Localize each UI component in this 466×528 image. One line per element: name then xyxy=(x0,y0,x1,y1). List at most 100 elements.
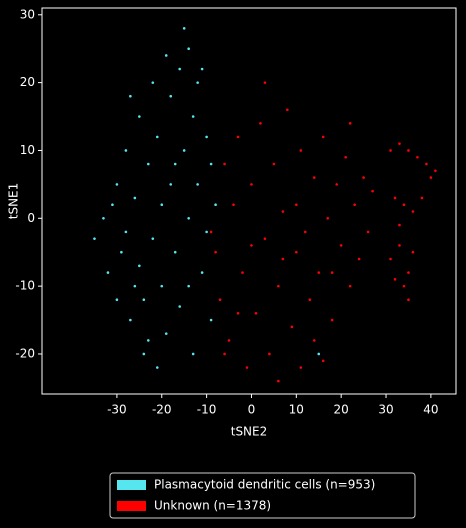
point xyxy=(402,284,406,288)
point xyxy=(164,332,168,335)
point xyxy=(281,257,285,261)
point xyxy=(411,250,415,254)
point xyxy=(155,366,159,369)
point xyxy=(295,203,298,207)
point xyxy=(407,149,410,152)
y-tick-label: -20 xyxy=(15,346,35,360)
point xyxy=(200,67,204,71)
point xyxy=(389,149,392,152)
point xyxy=(155,135,159,139)
point xyxy=(124,149,128,152)
point xyxy=(232,203,235,207)
x-tick-label: 0 xyxy=(248,403,256,417)
point xyxy=(115,298,119,302)
point xyxy=(250,183,253,186)
point xyxy=(317,271,321,274)
point xyxy=(407,298,410,302)
legend-label: Unknown (n=1378) xyxy=(154,499,271,513)
point xyxy=(250,244,253,247)
point xyxy=(434,169,437,173)
point xyxy=(272,162,276,166)
point xyxy=(182,27,186,30)
point xyxy=(205,135,208,139)
legend-swatch xyxy=(117,501,146,511)
point xyxy=(214,203,217,207)
point xyxy=(178,305,182,308)
point xyxy=(277,284,280,288)
point xyxy=(187,284,190,288)
point xyxy=(142,298,146,302)
point xyxy=(106,271,110,274)
x-tick-label: 20 xyxy=(334,403,349,417)
point xyxy=(268,352,271,356)
point xyxy=(263,81,267,84)
point xyxy=(196,183,199,186)
point xyxy=(335,183,338,186)
y-tick-label: -10 xyxy=(15,279,35,293)
point xyxy=(169,94,173,98)
x-tick-label: -20 xyxy=(152,403,172,417)
point xyxy=(317,352,321,356)
point xyxy=(308,298,312,302)
x-tick-label: -30 xyxy=(107,403,127,417)
point xyxy=(344,155,347,159)
point xyxy=(398,142,401,145)
point xyxy=(353,203,356,207)
point xyxy=(398,244,401,247)
point xyxy=(263,237,267,240)
point xyxy=(339,244,343,247)
point xyxy=(348,284,352,288)
point xyxy=(236,135,240,139)
point xyxy=(393,196,397,200)
legend-swatch xyxy=(117,480,146,490)
x-tick-label: -10 xyxy=(197,403,217,417)
point xyxy=(214,250,217,254)
point xyxy=(102,216,105,220)
point xyxy=(173,162,177,166)
point xyxy=(362,176,365,179)
y-tick-label: 0 xyxy=(27,211,35,225)
point xyxy=(402,203,406,207)
point xyxy=(147,162,150,166)
point xyxy=(160,284,164,288)
point xyxy=(303,230,307,234)
point xyxy=(330,271,334,274)
point xyxy=(321,135,325,139)
y-tick-label: 10 xyxy=(20,143,35,157)
point xyxy=(326,216,330,220)
point xyxy=(133,196,137,200)
point xyxy=(182,149,186,152)
point xyxy=(321,359,325,363)
point xyxy=(227,339,231,342)
point xyxy=(120,250,123,254)
point xyxy=(299,366,303,369)
y-axis-label: tSNE1 xyxy=(7,183,21,220)
point xyxy=(209,162,213,166)
x-axis-label: tSNE2 xyxy=(231,425,268,439)
point xyxy=(169,183,173,186)
point xyxy=(138,264,141,268)
point xyxy=(416,155,419,159)
point xyxy=(286,108,289,112)
point xyxy=(236,311,240,315)
point xyxy=(191,115,195,118)
x-tick-label: 30 xyxy=(378,403,393,417)
point xyxy=(371,189,374,193)
point xyxy=(398,223,401,227)
point xyxy=(259,122,262,125)
point xyxy=(389,257,392,261)
point xyxy=(312,339,316,342)
y-tick-label: 30 xyxy=(20,7,35,21)
point xyxy=(124,230,128,234)
point xyxy=(205,230,208,234)
point xyxy=(187,47,190,51)
point xyxy=(178,67,182,71)
point xyxy=(196,81,199,84)
point xyxy=(200,271,204,274)
point xyxy=(281,210,285,213)
point xyxy=(366,230,370,234)
point xyxy=(245,366,249,369)
point xyxy=(209,318,213,322)
